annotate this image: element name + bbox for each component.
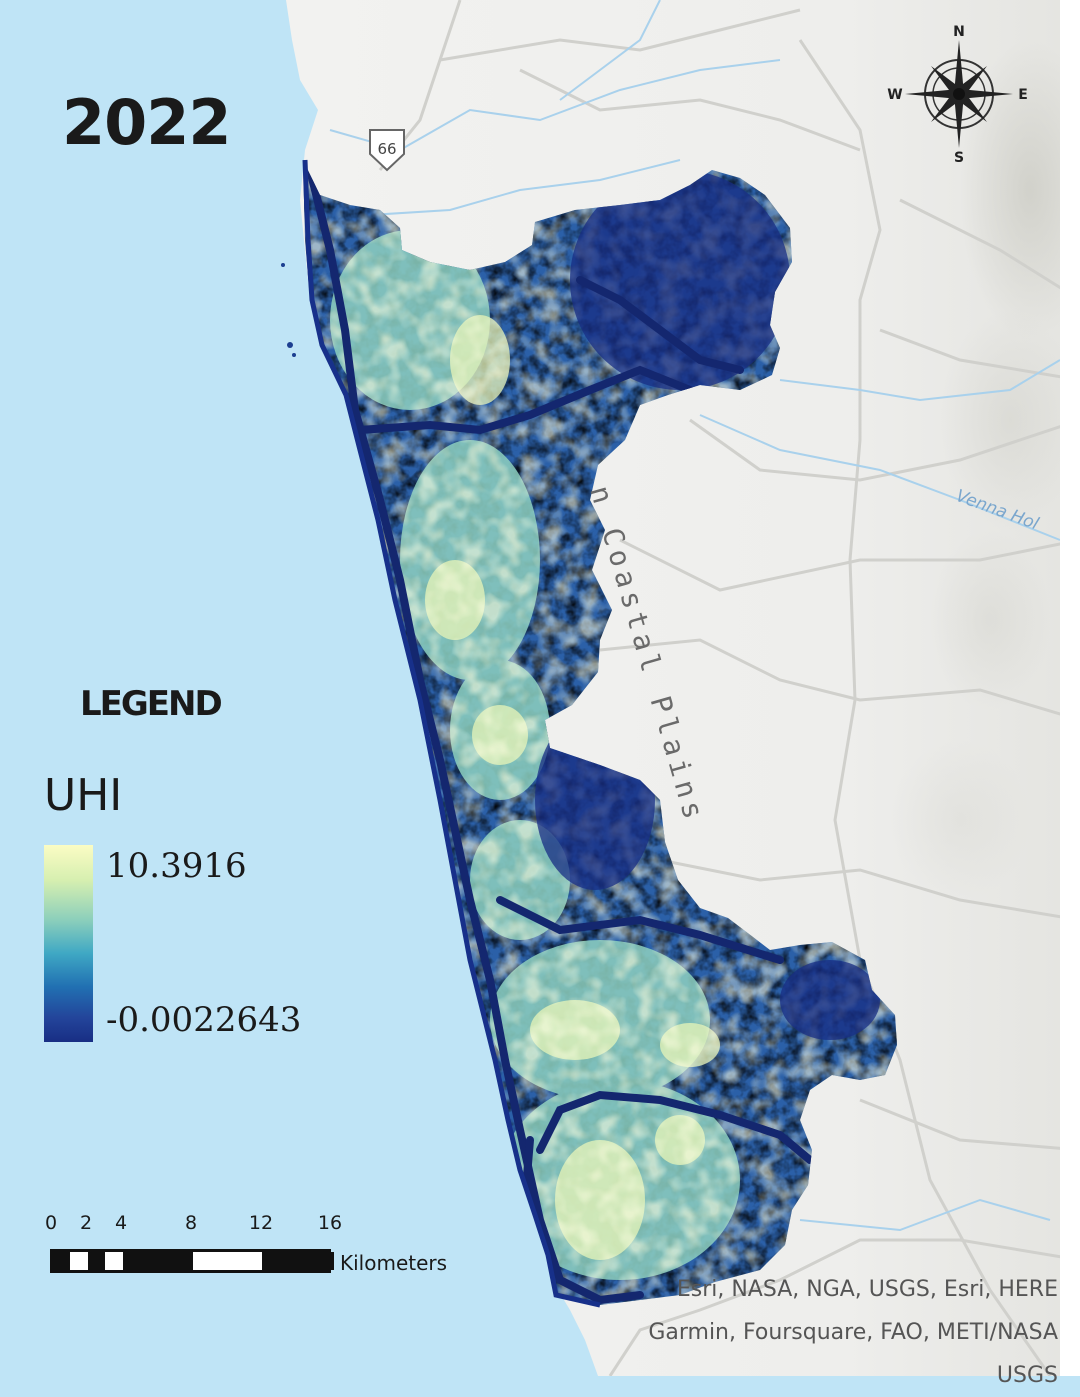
compass-west-label: W xyxy=(887,87,902,103)
legend-variable: UHI xyxy=(44,770,123,821)
scale-bar-unit: Kilometers xyxy=(340,1251,448,1275)
islands xyxy=(281,263,296,357)
legend-min-value: -0.0022643 xyxy=(106,1000,302,1040)
scale-tick: 2 xyxy=(79,1212,93,1234)
scale-tick: 4 xyxy=(114,1212,128,1234)
map-attribution: Esri, NASA, NGA, USGS, Esri, HERE Garmin… xyxy=(648,1268,1058,1397)
scale-tick: 12 xyxy=(248,1212,274,1234)
legend-color-ramp xyxy=(44,845,93,1042)
scale-tick: 8 xyxy=(184,1212,198,1234)
attribution-line: Esri, NASA, NGA, USGS, Esri, HERE xyxy=(676,1277,1058,1302)
compass-south-label: S xyxy=(954,150,964,166)
attribution-line: Garmin, Foursquare, FAO, METI/NASA xyxy=(648,1320,1058,1345)
legend-title: LEGEND xyxy=(80,684,223,724)
scale-bar-ticks: 0 2 4 8 12 16 xyxy=(0,1212,360,1240)
scale-tick: 16 xyxy=(317,1212,343,1234)
compass-rose-icon: N S E W xyxy=(887,24,1028,166)
map-year-title: 2022 xyxy=(62,86,232,159)
road-shield-label: 66 xyxy=(377,140,396,158)
hillshade xyxy=(890,40,1080,900)
scale-bar xyxy=(50,1249,334,1273)
panel-edge xyxy=(1060,0,1080,1376)
scale-tick: 0 xyxy=(44,1212,58,1234)
coast-edge xyxy=(302,159,601,1308)
road-shield-icon: 66 xyxy=(369,129,405,172)
compass-north-label: N xyxy=(953,24,965,40)
compass-east-label: E xyxy=(1018,87,1028,103)
legend-max-value: 10.3916 xyxy=(106,846,247,886)
